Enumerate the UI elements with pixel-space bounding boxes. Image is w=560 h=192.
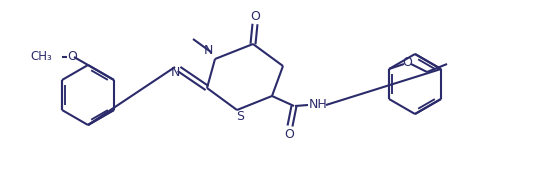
- Text: CH₃: CH₃: [30, 50, 52, 64]
- Text: O: O: [67, 50, 77, 63]
- Text: O: O: [250, 9, 260, 22]
- Text: N: N: [170, 65, 180, 79]
- Text: O: O: [402, 56, 412, 70]
- Text: N: N: [203, 45, 213, 57]
- Text: NH: NH: [309, 98, 328, 111]
- Text: S: S: [236, 111, 244, 123]
- Text: O: O: [284, 127, 294, 141]
